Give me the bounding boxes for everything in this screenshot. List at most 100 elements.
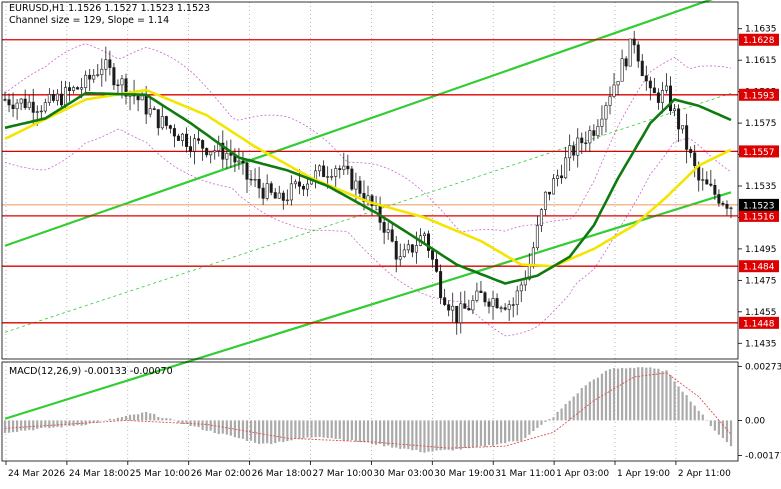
macd-bar-104 (423, 420, 426, 453)
candle-body-29 (120, 78, 124, 86)
macd-bar-35 (145, 412, 148, 421)
macd-bar-81 (330, 420, 333, 439)
macd-bar-115 (467, 420, 470, 449)
macd-bar-137 (556, 411, 559, 421)
candle-body-135 (547, 191, 551, 195)
candle-body-67 (273, 192, 277, 199)
price-tick-label-8: 1.1475 (745, 276, 777, 286)
candle-body-73 (297, 181, 301, 187)
macd-bar-62 (253, 420, 257, 443)
macd-bar-69 (282, 420, 285, 443)
candle-body-5 (23, 98, 27, 108)
macd-bar-173 (701, 414, 704, 421)
candle-body-12 (51, 94, 55, 101)
candle-body-58 (237, 160, 241, 163)
candle-body-60 (245, 162, 249, 180)
macd-bar-116 (471, 420, 474, 448)
macd-bar-72 (294, 420, 297, 439)
time-tick-label-0: 24 Mar 2026 (8, 469, 65, 479)
macd-bar-1 (7, 420, 11, 433)
macd-bar-82 (334, 420, 337, 439)
candle-body-149 (604, 105, 608, 120)
candle-body-120 (487, 301, 491, 307)
candle-body-87 (354, 180, 358, 190)
macd-bar-79 (322, 420, 325, 438)
macd-bar-112 (455, 420, 458, 449)
candle-body-102 (414, 245, 418, 253)
macd-bar-124 (504, 420, 507, 444)
macd-bar-14 (60, 420, 63, 428)
candle-body-62 (253, 179, 257, 181)
candle-body-163 (660, 90, 664, 103)
level-tag-4 (739, 260, 779, 273)
macd-bar-170 (689, 401, 692, 421)
macd-bar-119 (483, 420, 487, 447)
macd-bar-162 (657, 368, 660, 421)
candle-body-108 (439, 271, 443, 298)
macd-bar-44 (181, 420, 184, 425)
macd-bar-23 (96, 420, 99, 423)
candle-body-125 (507, 304, 511, 310)
macd-bar-136 (552, 417, 555, 421)
level-tag-3 (739, 209, 779, 222)
candle-body-55 (225, 153, 229, 160)
macd-bar-7 (32, 420, 35, 431)
candle-body-169 (685, 125, 689, 150)
candle-body-118 (479, 290, 483, 293)
candle-body-9 (39, 110, 43, 113)
macd-bar-49 (201, 420, 204, 430)
macd-bar-142 (576, 393, 579, 421)
macd-bar-68 (278, 420, 281, 442)
candle-body-36 (148, 108, 152, 115)
macd-bar-43 (177, 420, 180, 423)
candle-body-148 (600, 118, 604, 127)
macd-bar-148 (600, 373, 604, 421)
candle-body-14 (59, 93, 63, 106)
candle-body-17 (72, 87, 76, 91)
candle-body-154 (624, 58, 628, 67)
chart-frame (1, 1, 739, 462)
macd-bar-144 (584, 385, 587, 421)
candle-body-30 (124, 78, 128, 97)
time-tick-label-11: 2 Apr 11:00 (678, 469, 731, 479)
candle-body-71 (289, 183, 293, 201)
candle-body-105 (426, 233, 430, 251)
macd-bar-50 (205, 420, 208, 431)
time-tick-label-9: 1 Apr 03:00 (556, 469, 609, 479)
candle-body-180 (729, 207, 733, 209)
candle-body-34 (140, 95, 144, 101)
macd-bar-96 (391, 420, 394, 448)
price-tick-label-5: 1.1535 (745, 182, 777, 192)
candle-body-173 (701, 179, 705, 181)
macd-bar-153 (621, 367, 624, 421)
macd-bar-118 (479, 420, 483, 446)
candle-body-69 (281, 192, 285, 201)
macd-bar-16 (68, 420, 71, 426)
candle-body-89 (362, 193, 366, 202)
candle-body-1 (7, 99, 11, 106)
macd-bar-161 (653, 368, 656, 421)
candle-body-7 (31, 101, 35, 113)
macd-bar-93 (379, 420, 382, 444)
candle-body-42 (172, 128, 176, 137)
macd-bar-92 (374, 420, 378, 445)
macd-bar-120 (487, 420, 491, 445)
macd-bar-8 (36, 420, 39, 429)
macd-bar-157 (637, 367, 640, 421)
candle-body-166 (673, 108, 677, 112)
macd-bar-29 (120, 417, 124, 421)
candle-body-171 (693, 152, 697, 166)
current-price-tag (739, 198, 779, 211)
candle-body-151 (612, 84, 616, 97)
level-tag-label-0: 1.1628 (743, 36, 775, 46)
candle-body-97 (394, 241, 398, 260)
level-tag-0 (739, 33, 779, 46)
macd-bar-143 (580, 388, 583, 421)
candle-body-123 (499, 307, 503, 309)
macd-bar-87 (354, 420, 357, 442)
candle-body-107 (435, 259, 439, 272)
level-tag-label-5: 1.1448 (743, 319, 775, 329)
macd-bar-99 (403, 420, 406, 449)
